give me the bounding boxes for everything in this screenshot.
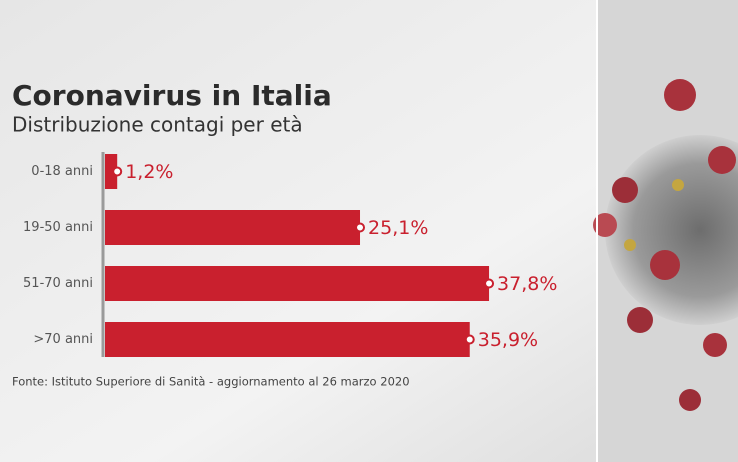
category-label: 0-18 anni [31,164,93,179]
category-label: 19-50 anni [23,220,93,235]
value-dot [112,166,123,177]
category-label: 51-70 anni [23,276,93,291]
bar [105,154,118,189]
value-label: 35,9% [478,329,538,351]
bar [105,210,361,245]
value-label: 37,8% [497,273,557,295]
value-label: 1,2% [125,161,173,183]
chart-subtitle: Distribuzione contagi per età [12,113,303,137]
source-note: Fonte: Istituto Superiore di Sanità - ag… [12,375,410,389]
bar [105,322,470,357]
value-dot [464,334,475,345]
value-dot [484,278,495,289]
value-dot [355,222,366,233]
category-label: >70 anni [33,332,93,347]
chart-title: Coronavirus in Italia [12,79,332,112]
virus-illustration [593,0,738,462]
bar [105,266,490,301]
value-label: 25,1% [368,217,428,239]
